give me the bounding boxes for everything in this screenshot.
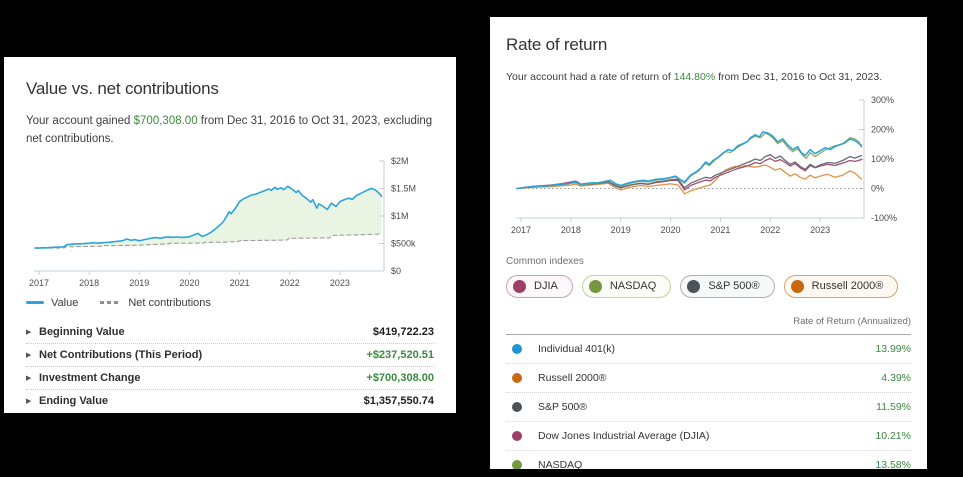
subtitle-text: from Dec 31, 2016 to Oct 31, 2023. bbox=[715, 71, 883, 83]
svg-text:100%: 100% bbox=[871, 154, 894, 164]
svg-text:$1.5M: $1.5M bbox=[391, 183, 416, 193]
rate-of-return-value: 144.80% bbox=[673, 71, 716, 83]
badge-label: Russell 2000® bbox=[811, 280, 884, 293]
legend-net-contributions-item: Net contributions bbox=[100, 297, 211, 309]
svg-text:2021: 2021 bbox=[230, 278, 250, 288]
svg-text:-100%: -100% bbox=[871, 213, 897, 223]
badge-nasdaq[interactable]: NASDAQ bbox=[581, 274, 672, 298]
return-row-value: 13.99% bbox=[875, 342, 911, 355]
return-row-value: 11.59% bbox=[876, 400, 911, 413]
return-row-russell2000: Russell 2000® 4.39% bbox=[506, 362, 911, 392]
return-row-nasdaq: NASDAQ 13.58% bbox=[506, 449, 911, 469]
legend-value-item: Value bbox=[26, 297, 78, 309]
expand-caret-icon[interactable]: ▶ bbox=[26, 351, 32, 359]
index-badges: DJIA NASDAQ S&P 500® Russell 2000® bbox=[506, 274, 911, 298]
legend-value-label: Value bbox=[51, 296, 79, 309]
svg-text:200%: 200% bbox=[871, 124, 894, 134]
sp500-dot-icon bbox=[687, 279, 701, 293]
summary-row-value: $1,357,550.74 bbox=[363, 394, 434, 407]
subtitle-text: from Dec 31, 2016 to Oct 31, 2023, exclu… bbox=[26, 115, 433, 146]
summary-row-value: +$700,308.00 bbox=[366, 371, 434, 384]
series-dot-icon bbox=[512, 430, 522, 441]
expand-caret-icon[interactable]: ▶ bbox=[26, 374, 32, 382]
rate-of-return-title: Rate of return bbox=[506, 35, 608, 54]
return-row-label: NASDAQ bbox=[538, 458, 583, 469]
rate-of-return-subtitle: Your account had a rate of return of 144… bbox=[506, 69, 911, 86]
subtitle-text: Your account gained bbox=[26, 115, 134, 127]
summary-row-label: Net Contributions (This Period) bbox=[39, 348, 203, 361]
svg-text:$2M: $2M bbox=[391, 156, 409, 166]
series-dot-icon bbox=[512, 343, 522, 354]
series-dot-icon bbox=[512, 459, 522, 469]
summary-row-beginning-value[interactable]: ▶ Beginning Value $419,722.23 bbox=[26, 321, 434, 343]
summary-row-label: Beginning Value bbox=[39, 325, 125, 338]
legend-net-contributions-label: Net contributions bbox=[128, 296, 211, 309]
return-row-individual-401k: Individual 401(k) 13.99% bbox=[506, 335, 911, 363]
rate-of-return-line-chart: 300% 200% 100% 0% -100% 2017 2018 2019 2020 2021 2… bbox=[511, 95, 897, 235]
return-row-label: S&P 500® bbox=[538, 400, 587, 413]
summary-row-value: $419,722.23 bbox=[372, 325, 434, 338]
table-header-annualized: Rate of Return (Annualized) bbox=[506, 316, 911, 335]
svg-text:0%: 0% bbox=[871, 183, 884, 193]
svg-text:2020: 2020 bbox=[179, 278, 199, 288]
djia-dot-icon bbox=[513, 279, 526, 293]
summary-row-investment-change[interactable]: ▶ Investment Change +$700,308.00 bbox=[26, 365, 434, 389]
gain-amount: $700,308.00 bbox=[133, 115, 198, 127]
badge-sp500[interactable]: S&P 500® bbox=[680, 274, 775, 298]
svg-text:2023: 2023 bbox=[330, 278, 350, 288]
series-dot-icon bbox=[512, 372, 522, 383]
rate-of-return-table: Rate of Return (Annualized) Individual 4… bbox=[506, 316, 911, 469]
expand-caret-icon[interactable]: ▶ bbox=[26, 328, 32, 336]
summary-row-label: Ending Value bbox=[39, 394, 109, 407]
russell2000-dot-icon bbox=[790, 279, 804, 293]
return-row-label: Individual 401(k) bbox=[538, 342, 616, 355]
value-area-chart: $0 $500k $1M $1.5M $2M 2017 2018 2019 2020 2021 20… bbox=[29, 156, 416, 288]
net-contributions-dash-swatch-icon bbox=[100, 301, 122, 305]
return-row-sp500: S&P 500® 11.59% bbox=[506, 391, 911, 421]
value-vs-net-contributions-panel: Value vs. net contributions Your account… bbox=[4, 57, 456, 413]
svg-text:2022: 2022 bbox=[760, 225, 780, 235]
svg-text:2017: 2017 bbox=[29, 278, 49, 288]
common-indexes-label: Common indexes bbox=[506, 255, 584, 267]
svg-text:2018: 2018 bbox=[79, 278, 99, 288]
badge-label: DJIA bbox=[534, 280, 558, 293]
subtitle-text: Your account had a rate of return of bbox=[506, 71, 674, 83]
expand-caret-icon[interactable]: ▶ bbox=[26, 397, 32, 405]
nasdaq-dot-icon bbox=[588, 279, 602, 293]
value-summary-table: ▶ Beginning Value $419,722.23 ▶ Net Cont… bbox=[26, 321, 434, 412]
badge-djia[interactable]: DJIA bbox=[506, 274, 573, 298]
svg-text:$500k: $500k bbox=[391, 238, 416, 248]
svg-text:2023: 2023 bbox=[810, 225, 830, 235]
svg-text:2019: 2019 bbox=[129, 278, 149, 288]
series-dot-icon bbox=[512, 401, 522, 412]
svg-text:$0: $0 bbox=[391, 266, 401, 276]
value-panel-subtitle: Your account gained $700,308.00 from Dec… bbox=[26, 112, 434, 149]
summary-row-net-contributions[interactable]: ▶ Net Contributions (This Period) +$237,… bbox=[26, 342, 434, 366]
svg-text:2017: 2017 bbox=[511, 225, 531, 235]
return-row-djia: Dow Jones Industrial Average (DJIA) 10.2… bbox=[506, 420, 911, 450]
return-row-label: Dow Jones Industrial Average (DJIA) bbox=[538, 429, 710, 442]
value-line-swatch-icon bbox=[26, 301, 44, 305]
svg-text:300%: 300% bbox=[871, 95, 894, 105]
badge-label: S&P 500® bbox=[708, 280, 760, 293]
summary-row-label: Investment Change bbox=[39, 371, 141, 384]
rate-of-return-panel: Rate of return Your account had a rate o… bbox=[490, 17, 927, 469]
badge-label: NASDAQ bbox=[609, 280, 657, 293]
svg-text:2018: 2018 bbox=[561, 225, 581, 235]
return-row-label: Russell 2000® bbox=[538, 371, 607, 384]
summary-row-value: +$237,520.51 bbox=[366, 348, 434, 361]
value-chart-legend: Value Net contributions bbox=[26, 297, 434, 309]
return-row-value: 13.58% bbox=[875, 458, 911, 469]
return-row-value: 4.39% bbox=[881, 371, 911, 384]
svg-text:2019: 2019 bbox=[611, 225, 631, 235]
svg-text:2020: 2020 bbox=[661, 225, 681, 235]
svg-text:$1M: $1M bbox=[391, 211, 409, 221]
value-panel-title: Value vs. net contributions bbox=[26, 79, 219, 98]
return-row-value: 10.21% bbox=[875, 429, 911, 442]
badge-russell2000[interactable]: Russell 2000® bbox=[783, 274, 899, 298]
svg-text:2021: 2021 bbox=[710, 225, 730, 235]
svg-text:2022: 2022 bbox=[280, 278, 300, 288]
summary-row-ending-value[interactable]: ▶ Ending Value $1,357,550.74 bbox=[26, 388, 434, 412]
